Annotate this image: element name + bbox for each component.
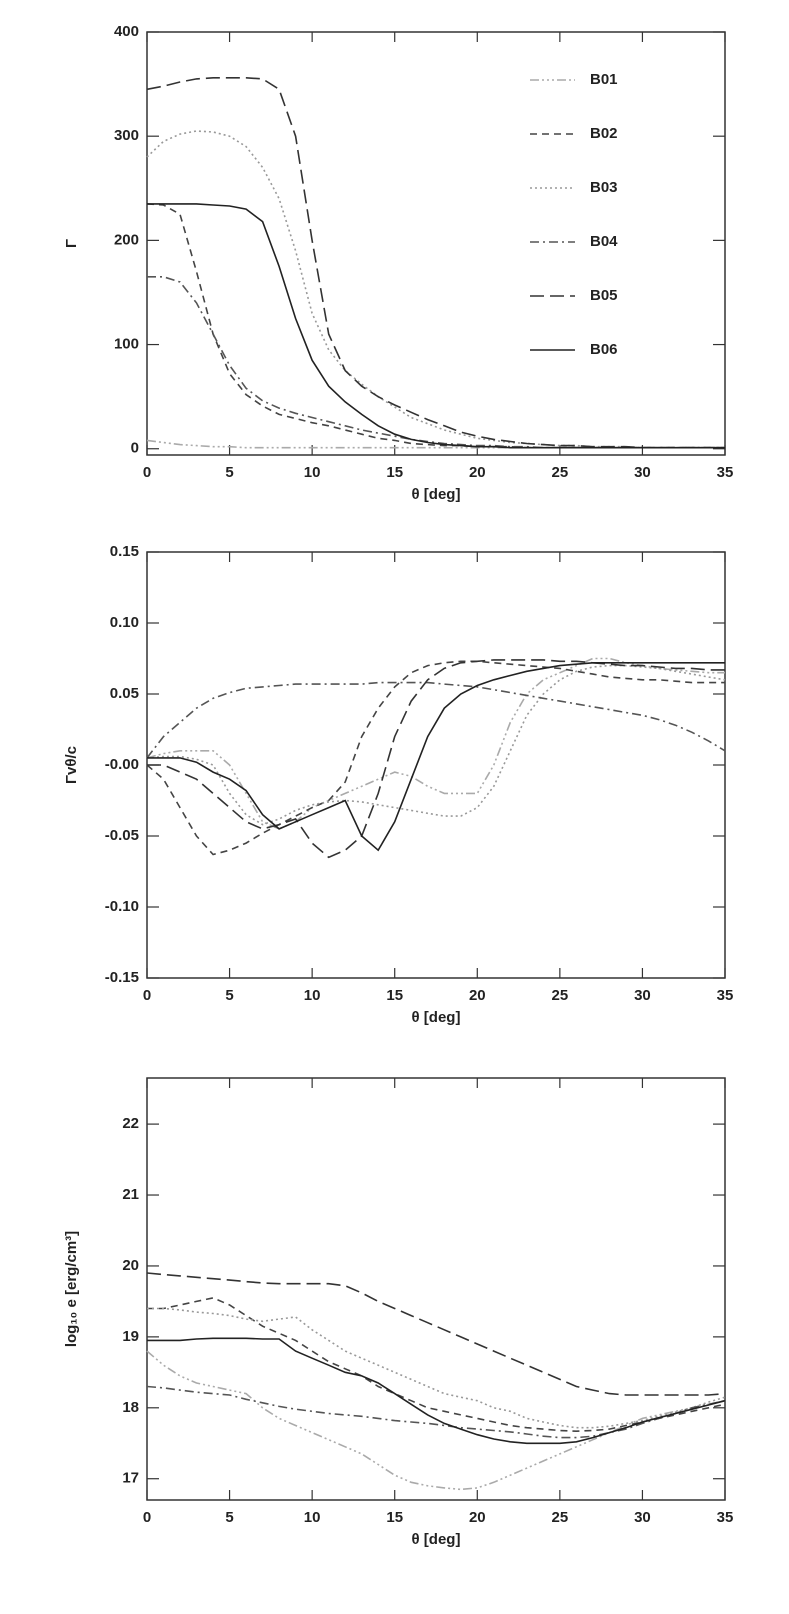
- series-line: [146, 1385, 726, 1439]
- series-line: [146, 657, 725, 830]
- x-tick-label: 0: [143, 1509, 151, 1526]
- series-line: [147, 659, 725, 859]
- y-tick-label: 19: [122, 1328, 139, 1345]
- x-tick-label: 35: [717, 1509, 734, 1526]
- x-tick-label: 30: [634, 1509, 651, 1526]
- x-tick-label: 35: [717, 987, 734, 1004]
- y-tick-label: 0: [131, 440, 139, 457]
- y-tick-label: 0.10: [110, 614, 139, 631]
- x-tick-label: 0: [143, 464, 151, 481]
- plot-frame: [146, 551, 726, 979]
- x-tick-label: 20: [469, 464, 486, 481]
- x-tick-label: 20: [469, 1509, 486, 1526]
- y-tick-label: 20: [122, 1257, 139, 1274]
- x-tick-label: 35: [717, 464, 734, 481]
- x-tick-label: 0: [143, 987, 151, 1004]
- x-tick-label: 15: [386, 1509, 403, 1526]
- y-tick-label: -0.10: [105, 898, 139, 915]
- y-tick-label: 0.05: [110, 685, 139, 702]
- x-tick-label: 10: [304, 464, 321, 481]
- y-tick-label: 0.15: [110, 543, 139, 560]
- y-tick-label: 300: [114, 127, 139, 144]
- x-tick-label: 15: [386, 464, 403, 481]
- series-line: [146, 681, 726, 759]
- y-tick-label: 200: [114, 231, 139, 248]
- x-tick-label: 10: [304, 1509, 321, 1526]
- series-line: [146, 203, 725, 449]
- y-tick-label: -0.00: [105, 756, 139, 773]
- y-tick-label: 21: [122, 1186, 139, 1203]
- legend-label: B01: [590, 71, 618, 88]
- legend-label: B02: [590, 125, 618, 142]
- series-line: [146, 1350, 726, 1491]
- x-tick-label: 25: [552, 987, 569, 1004]
- x-tick-label: 30: [634, 987, 651, 1004]
- plot-frame: [146, 1077, 726, 1501]
- x-tick-label: 30: [634, 464, 651, 481]
- x-tick-label: 20: [469, 987, 486, 1004]
- series-line: [147, 1337, 726, 1445]
- series-line: [146, 77, 725, 449]
- x-axis-label: θ [deg]: [412, 1531, 461, 1548]
- plot-frame: [146, 31, 726, 456]
- x-axis-label: θ [deg]: [412, 486, 461, 503]
- x-tick-label: 5: [225, 464, 233, 481]
- series-line: [147, 662, 725, 852]
- y-axis-label: Γvθ/c: [63, 746, 80, 784]
- series-line: [146, 660, 725, 856]
- x-tick-label: 5: [225, 1509, 233, 1526]
- y-tick-label: -0.05: [105, 827, 139, 844]
- legend-label: B06: [590, 341, 618, 358]
- x-tick-label: 25: [552, 1509, 569, 1526]
- series-line: [146, 664, 726, 826]
- y-tick-label: -0.15: [105, 969, 139, 986]
- y-axis-label: Γ: [63, 239, 80, 248]
- series-line: [146, 1272, 726, 1396]
- legend-label: B04: [590, 233, 618, 250]
- y-tick-label: 400: [114, 23, 139, 40]
- series-line: [147, 1297, 726, 1433]
- series-line: [147, 203, 725, 449]
- x-tick-label: 10: [304, 987, 321, 1004]
- x-axis-label: θ [deg]: [412, 1009, 461, 1026]
- y-axis-label: log₁₀ e [erg/cm³]: [63, 1231, 80, 1347]
- legend-label: B05: [590, 287, 618, 304]
- legend-label: B03: [590, 179, 618, 196]
- x-tick-label: 25: [552, 464, 569, 481]
- x-tick-label: 15: [386, 987, 403, 1004]
- y-tick-label: 18: [122, 1399, 139, 1416]
- x-tick-label: 5: [225, 987, 233, 1004]
- y-tick-label: 22: [122, 1115, 139, 1132]
- y-tick-label: 100: [114, 336, 139, 353]
- y-tick-label: 17: [122, 1470, 139, 1487]
- series-line: [146, 130, 725, 449]
